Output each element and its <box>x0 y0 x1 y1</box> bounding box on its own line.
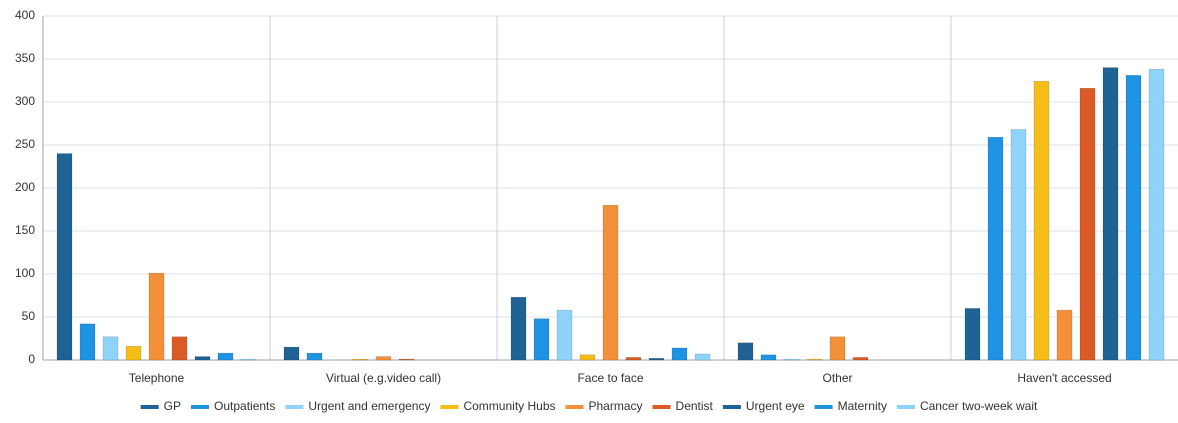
bar <box>1125 75 1142 361</box>
bar <box>1010 129 1027 361</box>
legend-label: Pharmacy <box>589 399 643 413</box>
bar <box>240 358 257 361</box>
legend-label: Community Hubs <box>463 399 555 413</box>
bar <box>625 357 642 361</box>
y-tick-label: 50 <box>22 309 36 323</box>
legend-label: Urgent eye <box>746 399 805 413</box>
y-tick-label: 150 <box>15 223 35 237</box>
x-tick-label: Virtual (e.g.video call) <box>326 371 441 385</box>
bar <box>283 346 300 361</box>
x-tick-label: Haven't accessed <box>1017 371 1111 385</box>
bar <box>1056 309 1073 361</box>
bar <box>783 358 800 361</box>
bar <box>533 318 550 361</box>
bar <box>556 309 573 361</box>
legend-label: Urgent and emergency <box>308 399 430 413</box>
bar <box>737 342 754 361</box>
x-tick-label: Telephone <box>129 371 185 385</box>
bar <box>694 353 711 361</box>
bar <box>602 204 619 361</box>
y-tick-label: 250 <box>15 137 35 151</box>
bar <box>987 137 1004 361</box>
bar <box>648 358 665 361</box>
bar <box>375 356 392 361</box>
bar <box>1102 67 1119 361</box>
bar <box>1033 81 1050 361</box>
legend-label: Dentist <box>676 399 714 413</box>
bar <box>306 352 323 361</box>
bar <box>79 323 96 361</box>
bar <box>964 308 981 361</box>
x-tick-label: Other <box>822 371 852 385</box>
legend-label: GP <box>164 399 181 413</box>
bar <box>579 354 596 361</box>
bar <box>352 358 369 361</box>
bar <box>194 356 211 361</box>
legend-label: Outpatients <box>214 399 275 413</box>
y-tick-label: 350 <box>15 51 35 65</box>
bar <box>398 358 415 361</box>
y-tick-label: 100 <box>15 266 35 280</box>
y-tick-label: 200 <box>15 180 35 194</box>
bar <box>852 357 869 361</box>
bar <box>1148 69 1165 361</box>
bar <box>102 336 119 361</box>
y-tick-label: 400 <box>15 8 35 22</box>
bar <box>56 153 73 361</box>
x-tick-label: Face to face <box>577 371 643 385</box>
bar <box>125 345 142 361</box>
bar <box>1079 87 1096 361</box>
bar <box>760 354 777 361</box>
bar <box>148 272 165 361</box>
bar <box>217 352 234 361</box>
legend-label: Maternity <box>838 399 887 413</box>
bar <box>671 347 688 361</box>
bar <box>510 296 527 361</box>
y-tick-label: 300 <box>15 94 35 108</box>
bar <box>806 358 823 361</box>
y-tick-label: 0 <box>28 352 35 366</box>
bar <box>829 336 846 361</box>
bar <box>171 336 188 361</box>
legend-label: Cancer two-week wait <box>920 399 1038 413</box>
